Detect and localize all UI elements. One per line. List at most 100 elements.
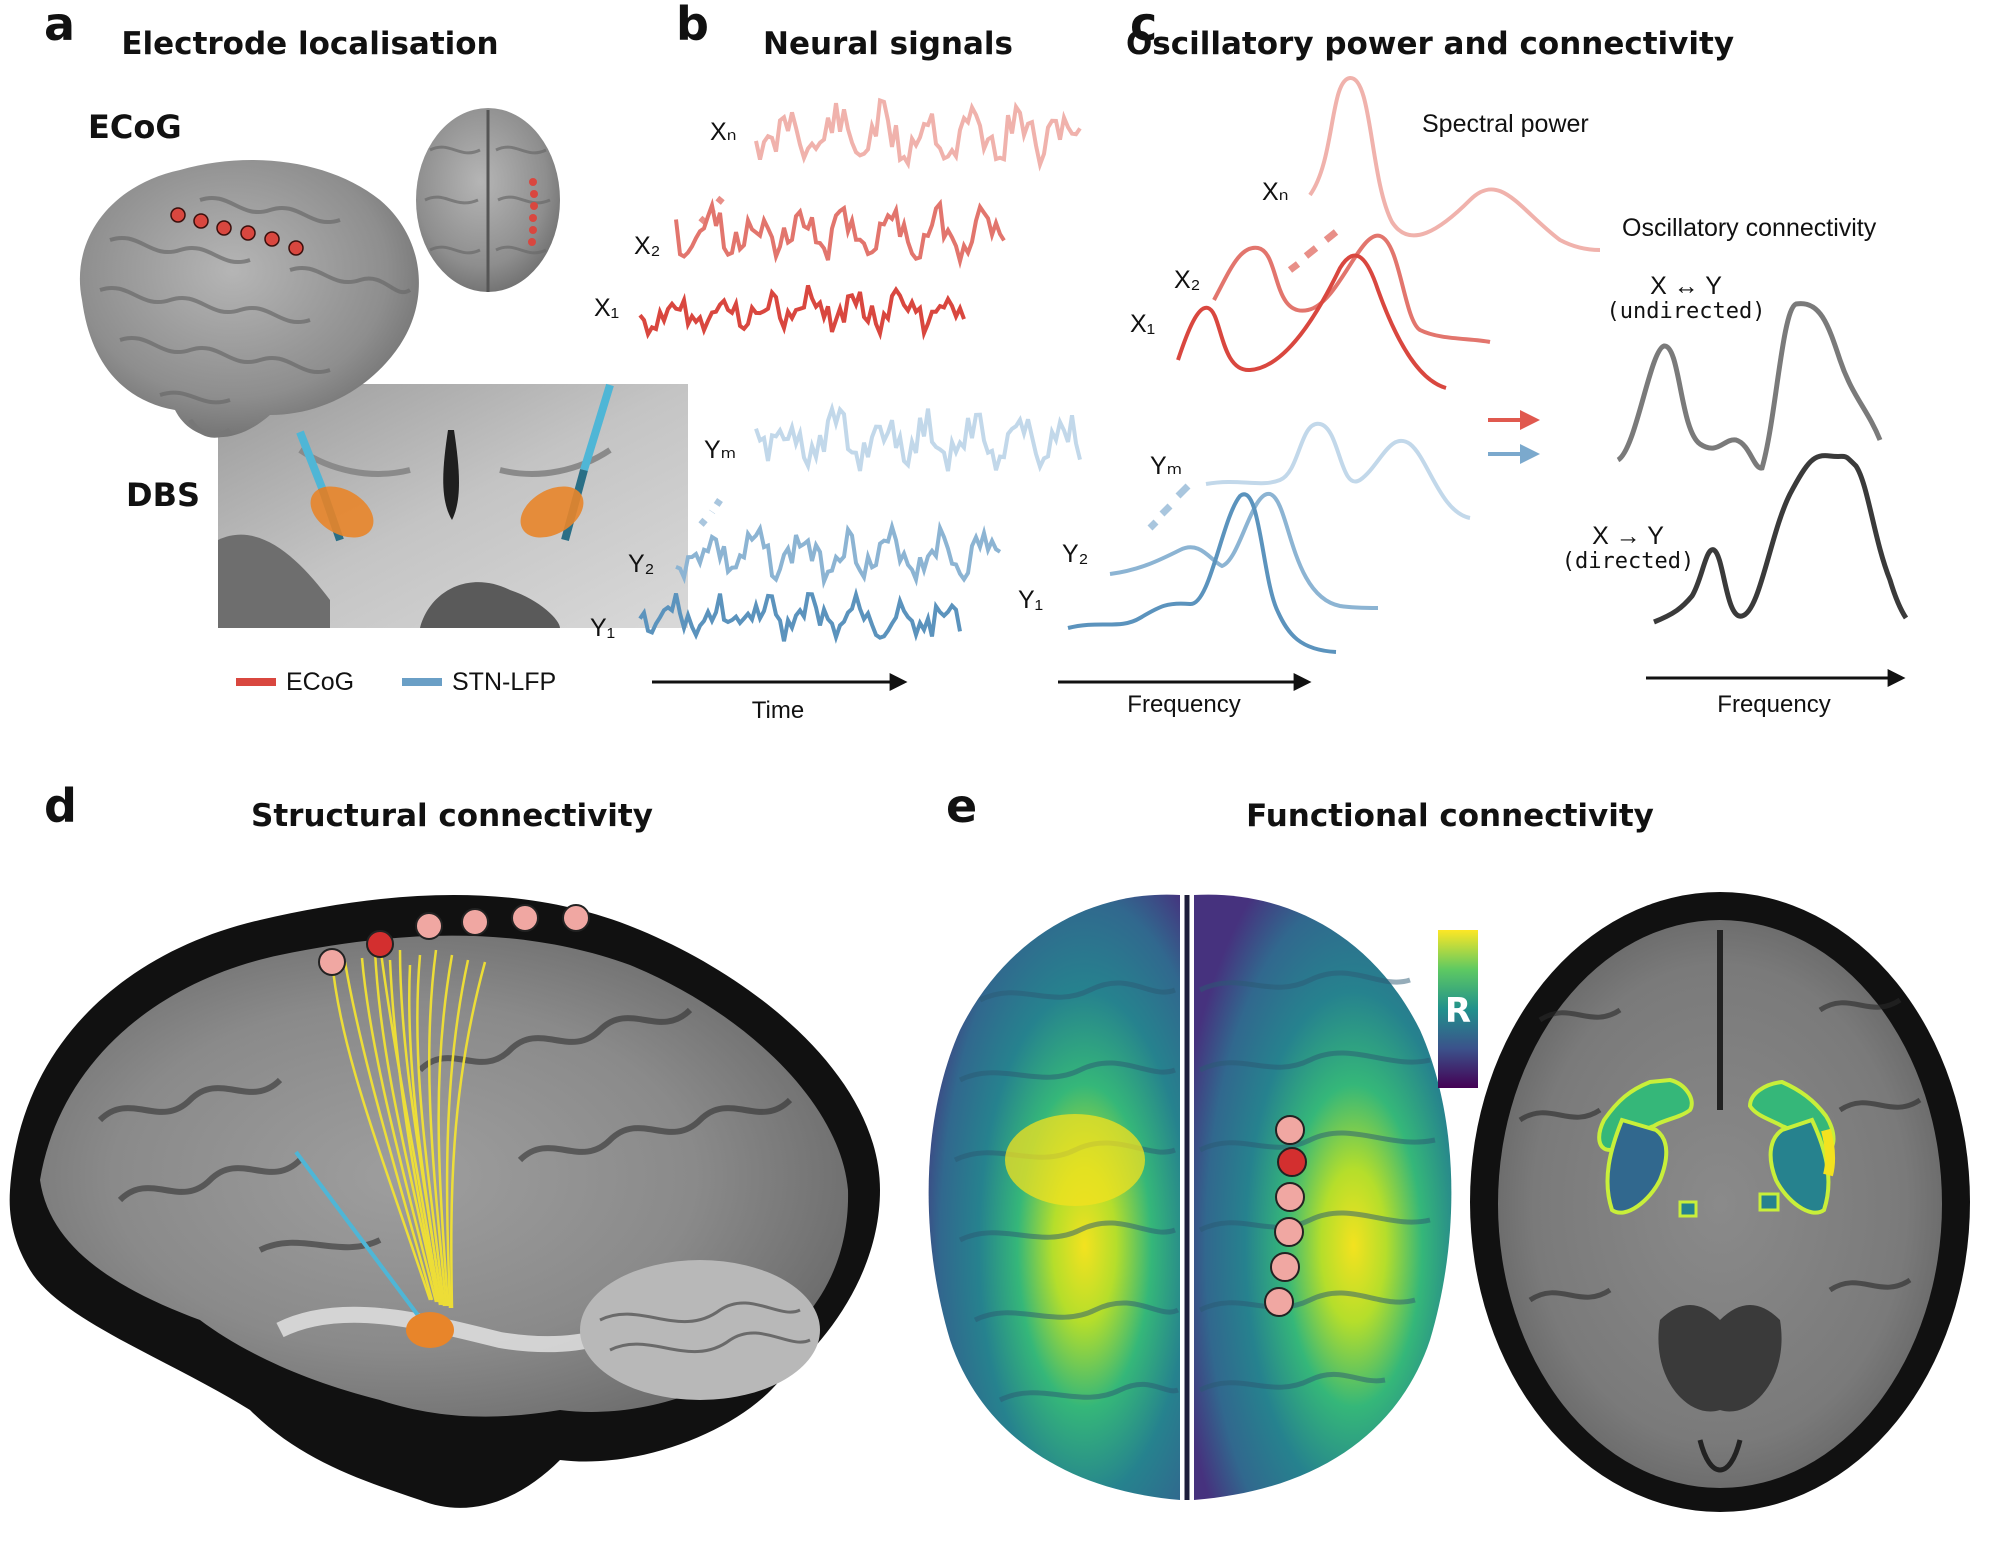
- lateral-brain-render: [79, 160, 419, 438]
- undirected-symbol: X ↔ Y: [1650, 272, 1722, 300]
- ecog-contact-1: [170, 207, 186, 223]
- spectrum-x1: [1176, 253, 1447, 390]
- ecog-surf-contact-3: [1275, 1182, 1305, 1212]
- fiber-tracts: [330, 944, 487, 1309]
- dbs-lead-sagittal: [294, 1150, 422, 1320]
- spectrum-y1: [1067, 492, 1337, 654]
- panel-c-title: Oscillatory power and connectivity: [1126, 26, 1734, 62]
- undirected-caption: (undirected): [1607, 299, 1766, 324]
- signal-y1: [638, 587, 962, 644]
- panel-e-title: Functional connectivity: [1246, 798, 1654, 834]
- panel-a-legend: ECoG STN-LFP: [236, 668, 556, 696]
- x-ellipsis-dots: [695, 195, 725, 229]
- directed-caption: (directed): [1562, 549, 1694, 574]
- directed-symbol: X → Y: [1592, 522, 1664, 550]
- signal-ym: [754, 401, 1082, 473]
- label-ym: Yₘ: [704, 436, 736, 464]
- panel-c: c Oscillatory power and connectivity Spe…: [1018, 0, 1909, 718]
- spec-label-y1: Y₁: [1018, 586, 1043, 614]
- spec-label-ym: Yₘ: [1150, 452, 1182, 480]
- ecog-surf-contact-2: [1277, 1147, 1307, 1177]
- ecog-surf-contact-4: [1274, 1217, 1304, 1247]
- panel-e-letter: e: [946, 779, 977, 833]
- panel-d-title: Structural connectivity: [251, 798, 653, 834]
- ecog-surf-contact-6: [1264, 1287, 1294, 1317]
- undirected-connectivity-curve: [1616, 301, 1883, 471]
- top-view-brain: [416, 108, 560, 292]
- right-stn: [520, 486, 584, 538]
- ecog-sag-contact-2: [366, 930, 394, 958]
- ecog-surf-contact-1: [1275, 1115, 1305, 1145]
- panel-e: e Functional connectivity: [928, 779, 1970, 1512]
- colorbar-label: R: [1445, 991, 1471, 1031]
- label-x2: X₂: [634, 232, 660, 260]
- time-axis-label: Time: [752, 697, 804, 724]
- left-stn: [310, 486, 374, 538]
- ecog-sag-contact-5: [511, 904, 539, 932]
- y-ellipsis-dots: [695, 498, 723, 531]
- freq-axis-label-left: Frequency: [1127, 691, 1240, 718]
- ecog-contact-6: [288, 240, 304, 256]
- label-x1: X₁: [594, 294, 619, 322]
- panel-a-letter: a: [44, 0, 75, 51]
- signal-x1: [638, 284, 966, 341]
- dbs-label: DBS: [126, 476, 200, 514]
- signal-x2: [674, 197, 1006, 269]
- freq-axis-label-right: Frequency: [1717, 691, 1830, 718]
- ecog-sag-contact-6: [562, 904, 590, 932]
- spectrum-xn: [1308, 76, 1601, 252]
- cerebellum: [580, 1260, 820, 1400]
- label-y2: Y₂: [628, 550, 654, 578]
- panel-b-letter: b: [676, 0, 709, 51]
- axial-mri-slice: [1470, 892, 1970, 1512]
- stn-sagittal: [406, 1312, 454, 1348]
- left-dbs-lead: [296, 430, 326, 490]
- surface-brain-top-view: [928, 894, 1452, 1500]
- panel-a-title: Electrode localisation: [121, 26, 498, 62]
- oscillatory-connectivity-label: Oscillatory connectivity: [1622, 214, 1877, 242]
- ecog-surf-contact-5: [1270, 1252, 1300, 1282]
- directed-connectivity-curve: [1653, 453, 1909, 625]
- spec-label-xn: Xₙ: [1262, 178, 1289, 206]
- signal-xn: [754, 97, 1082, 172]
- ecog-strip-surface: [1264, 1115, 1307, 1317]
- panel-c-letter: c: [1130, 0, 1157, 51]
- label-y1: Y₁: [590, 614, 615, 642]
- panel-d-letter: d: [44, 779, 77, 833]
- panel-a: a Electrode localisation ECoG: [44, 0, 688, 696]
- legend-stnlfp-label: STN-LFP: [452, 668, 556, 696]
- coronal-mri-slice: [218, 384, 688, 628]
- ecog-contact-3: [216, 220, 232, 236]
- colorbar: R: [1438, 930, 1478, 1088]
- striatal-connectivity-maps: [1597, 1077, 1836, 1218]
- ecog-contact-2: [193, 213, 209, 229]
- spec-label-x1: X₁: [1130, 310, 1155, 338]
- legend-ecog-label: ECoG: [286, 668, 354, 696]
- dbs-leads: [296, 383, 614, 542]
- spec-label-x2: X₂: [1174, 266, 1200, 294]
- label-xn: Xₙ: [710, 118, 737, 146]
- ecog-sag-contact-1: [318, 948, 346, 976]
- ecog-strip-lateral: [170, 207, 304, 256]
- panel-b: b Neural signals Xₙ X₂ X₁ Yₘ Y₂ Y₁ Time: [590, 0, 1082, 724]
- spectral-power-label: Spectral power: [1422, 110, 1589, 138]
- ecog-contact-5: [264, 231, 280, 247]
- ecog-sag-contact-4: [461, 908, 489, 936]
- panel-d: d Structural connectivity: [9, 779, 880, 1508]
- ecog-label: ECoG: [88, 108, 182, 146]
- spectrum-ym: [1205, 421, 1471, 520]
- spectrum-y2: [1109, 492, 1379, 610]
- ecog-strip-sagittal: [318, 904, 590, 976]
- colorbar-gradient: [1438, 930, 1478, 1088]
- spec-x-dots: [1287, 229, 1339, 273]
- panel-b-title: Neural signals: [763, 26, 1013, 62]
- ecog-sag-contact-3: [415, 912, 443, 940]
- right-dbs-lead: [580, 383, 614, 472]
- signal-y2: [675, 519, 1002, 590]
- ecog-contact-4: [240, 225, 256, 241]
- ventricle: [443, 430, 459, 520]
- spec-label-y2: Y₂: [1062, 540, 1088, 568]
- spectrum-x2: [1212, 233, 1491, 344]
- spec-y-dots: [1147, 483, 1191, 531]
